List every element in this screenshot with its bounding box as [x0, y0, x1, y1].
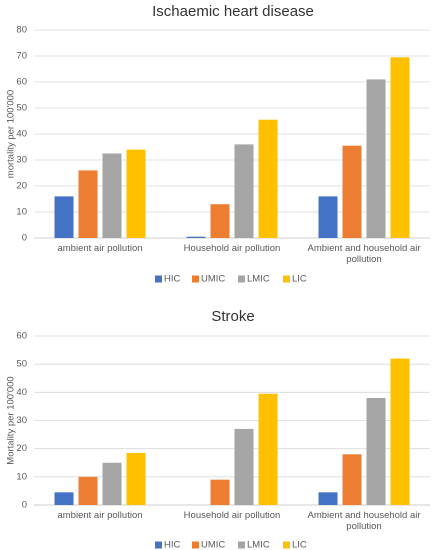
x-category-label: ambient air pollution [57, 510, 142, 521]
bar-umic [78, 170, 98, 238]
bar-lic [126, 149, 146, 238]
bar-umic [342, 145, 362, 238]
legend-label: HIC [164, 540, 181, 550]
y-tick-label: 60 [16, 77, 27, 88]
bar-lic [390, 57, 410, 238]
legend-swatch [192, 275, 199, 283]
y-tick-label: 30 [16, 155, 27, 166]
x-category-label: ambient air pollution [57, 243, 142, 254]
legend-swatch [155, 275, 162, 283]
y-tick-label: 20 [16, 443, 27, 454]
y-tick-label: 60 [16, 331, 27, 342]
y-axis-label: mortality per 100'000 [6, 90, 17, 178]
bar-lic [258, 393, 278, 505]
bar-lmic [366, 79, 386, 239]
legend-swatch [283, 541, 290, 549]
x-category-label: Household air pollution [184, 243, 281, 254]
y-tick-label: 70 [16, 51, 27, 62]
x-category-label: Household air pollution [184, 510, 281, 521]
y-tick-label: 50 [16, 103, 27, 114]
chart-2: Stroke 0 10 20 30 40 50 60 Mortality per 100'000… [6, 308, 430, 550]
y-tick-label: 40 [16, 129, 27, 140]
bar-umic [342, 454, 362, 505]
y-tick-label: 40 [16, 387, 27, 398]
bar-hic [318, 196, 338, 238]
y-tick-label: 30 [16, 415, 27, 426]
chart-1: Ischaemic heart disease 0 10 20 30 40 50 60 70 80… [6, 3, 430, 285]
legend-swatch [238, 275, 245, 283]
x-category-label: Ambient and household air pollution [307, 510, 420, 532]
legend-swatch [155, 541, 162, 549]
bar-lmic [366, 397, 386, 505]
bar-lmic [234, 144, 254, 238]
legend: HIC UMIC LMIC LIC [155, 274, 307, 285]
chart-title: Ischaemic heart disease [152, 3, 314, 20]
bar-lmic [102, 153, 122, 238]
bar-lic [390, 358, 410, 505]
bar-umic [210, 479, 230, 505]
legend-swatch [192, 541, 199, 549]
bar-hic [186, 236, 206, 238]
bar-lmic [102, 462, 122, 505]
legend: HIC UMIC LMIC LIC [155, 540, 307, 550]
bar-lmic [234, 428, 254, 505]
bar-hic [318, 492, 338, 505]
x-category-label: Ambient and household air pollution [307, 243, 420, 265]
y-tick-label: 0 [22, 233, 27, 244]
bar-umic [210, 204, 230, 238]
legend-swatch [283, 275, 290, 283]
y-tick-label: 20 [16, 181, 27, 192]
legend-label: LIC [292, 540, 307, 550]
y-tick-label: 80 [16, 25, 27, 36]
legend-label: UMIC [201, 274, 225, 285]
legend-label: LIC [292, 274, 307, 285]
bar-hic [54, 196, 74, 238]
y-tick-label: 50 [16, 359, 27, 370]
y-tick-label: 0 [22, 500, 27, 511]
chart-title: Stroke [211, 308, 254, 325]
bar-lic [258, 119, 278, 238]
bar-lic [126, 452, 146, 505]
legend-label: HIC [164, 274, 181, 285]
y-tick-label: 10 [16, 207, 27, 218]
legend-label: UMIC [201, 540, 225, 550]
y-tick-label: 10 [16, 471, 27, 482]
legend-swatch [238, 541, 245, 549]
legend-label: LMIC [247, 274, 270, 285]
legend-label: LMIC [247, 540, 270, 550]
bar-umic [78, 476, 98, 505]
bar-hic [54, 492, 74, 505]
y-axis-label: Mortality per 100'000 [6, 376, 17, 464]
